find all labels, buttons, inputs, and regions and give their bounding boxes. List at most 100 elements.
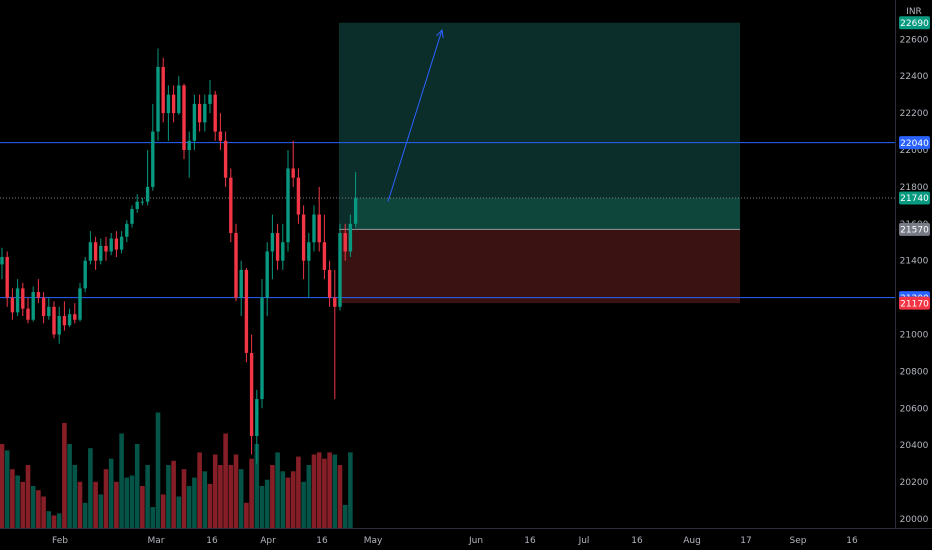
candle-body [10,297,15,313]
candle [286,150,290,252]
volume-bar [316,452,322,528]
candle [353,172,358,228]
time-tick-label: Jun [468,536,483,546]
candle [125,220,129,243]
volume-bar [342,504,348,528]
price-tick-label: 22400 [900,72,929,82]
price-tag-box [899,136,930,150]
candle [73,303,77,324]
time-tick-label: 16 [316,536,328,546]
volume-bar [114,481,119,528]
volume-bar [166,465,171,528]
price-tick-label: 21800 [900,183,929,193]
candle-body [239,269,243,298]
candle-body [26,308,30,320]
candle [104,236,108,261]
candle [15,279,20,317]
candle [182,83,186,160]
time-tick-label: Jul [578,536,590,546]
candle-body [52,306,56,335]
candle-body [343,233,347,252]
candle-body [156,66,160,132]
candle [21,282,25,317]
candle [52,301,56,339]
candle [333,269,337,400]
loss-zone[interactable] [339,229,740,304]
price-tick-label: 21400 [900,257,929,267]
volume-bar [46,511,52,528]
candle [260,279,264,409]
volume-bar [327,452,332,528]
candle [83,257,87,293]
candle-body [192,103,197,141]
candle-body [145,186,150,202]
volume-bar [332,454,338,528]
candle-body [177,85,181,114]
trend-arrow[interactable] [387,28,444,202]
time-axis[interactable]: Feb Mar 16 Apr 16 May Jun 16 Jul 16 Aug 17 Sep 16 [52,536,858,546]
volume-bar [155,412,161,528]
volume-bar [108,458,114,528]
volume-bar [67,444,72,528]
volume-bar [218,465,223,528]
candle [166,85,171,141]
candle [239,260,243,317]
candle-body [166,94,171,114]
candle [208,79,212,114]
candle-body [93,242,98,261]
volume-bar [4,450,10,528]
time-tick-label: Aug [683,536,701,546]
candle [265,242,269,317]
volume-bar [197,452,202,528]
volume-bar [145,465,150,528]
candle [317,186,321,252]
candle-body [15,288,20,313]
price-tag-box [899,222,930,236]
volume-bar [15,475,20,528]
candle-body [296,177,301,215]
price-tick-label: 22200 [900,109,929,119]
horizontal-lines[interactable] [0,142,895,299]
profit-zone[interactable] [339,22,740,230]
time-tick-label: 16 [846,536,858,546]
volume-bar [36,490,41,528]
volume-bar [150,507,156,528]
candle [307,233,311,298]
volume-bar [285,477,291,528]
volume-bar [311,454,317,528]
volume-bar [98,494,104,528]
candle [156,48,160,141]
time-tick-label: 16 [631,536,643,546]
candle-body [338,233,342,307]
long-position-tool[interactable] [339,22,740,304]
candle [26,297,30,324]
candle-body [203,103,207,123]
candle [301,205,306,280]
volume-bar [275,452,280,528]
price-tag: 22040 [899,136,930,150]
volume-bar [93,481,98,528]
time-tick-label: Apr [260,536,276,546]
volume-bar [249,458,254,528]
candle-body [229,177,233,234]
candle-body [130,209,134,224]
volume-bars [0,412,353,528]
candle [10,288,15,320]
candle-body [41,297,46,317]
candle-body [260,297,264,400]
volume-bar [62,423,67,528]
candle-body [140,201,145,203]
volume-bar [140,486,145,528]
candle [348,214,353,258]
volume-bar [212,454,218,528]
candle-body [62,316,67,326]
volume-bar [41,496,46,528]
candle-body [223,140,228,178]
arrow-head [436,28,444,39]
candle [130,205,134,228]
price-tick-label: 20400 [900,441,929,451]
volume-bar [254,444,260,528]
candle-body [281,242,285,261]
candle [5,251,9,307]
